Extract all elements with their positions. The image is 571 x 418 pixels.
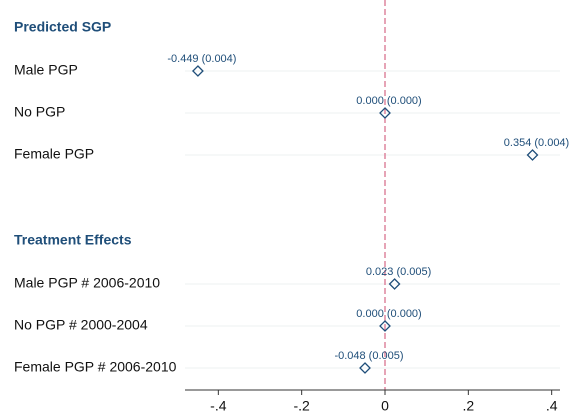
category-label: Female PGP	[14, 146, 94, 162]
category-label: No PGP	[14, 104, 65, 120]
marker	[526, 149, 539, 161]
value-label: 0.000 (0.000)	[356, 308, 421, 320]
marker	[388, 278, 401, 290]
value-label: -0.449 (0.004)	[167, 53, 236, 65]
category-label: Female PGP # 2006-2010	[14, 359, 177, 375]
value-label: 0.023 (0.005)	[366, 266, 431, 278]
x-tick-label: -.2	[293, 398, 310, 414]
group-header: Predicted SGP	[14, 19, 111, 35]
category-label: No PGP # 2000-2004	[14, 317, 148, 333]
value-label: -0.048 (0.005)	[334, 350, 403, 362]
group-header: Treatment Effects	[14, 232, 132, 248]
marker	[379, 320, 391, 332]
x-tick-label: 0	[381, 398, 389, 414]
marker	[359, 362, 371, 374]
x-tick-label: -.4	[210, 398, 227, 414]
category-label: Male PGP # 2006-2010	[14, 275, 160, 291]
marker	[191, 65, 204, 77]
x-tick-label: .2	[462, 398, 474, 414]
marker	[379, 107, 391, 119]
x-tick-label: .4	[546, 398, 558, 414]
category-label: Male PGP	[14, 62, 78, 78]
value-label: 0.000 (0.000)	[356, 95, 421, 107]
value-label: 0.354 (0.004)	[504, 137, 569, 149]
